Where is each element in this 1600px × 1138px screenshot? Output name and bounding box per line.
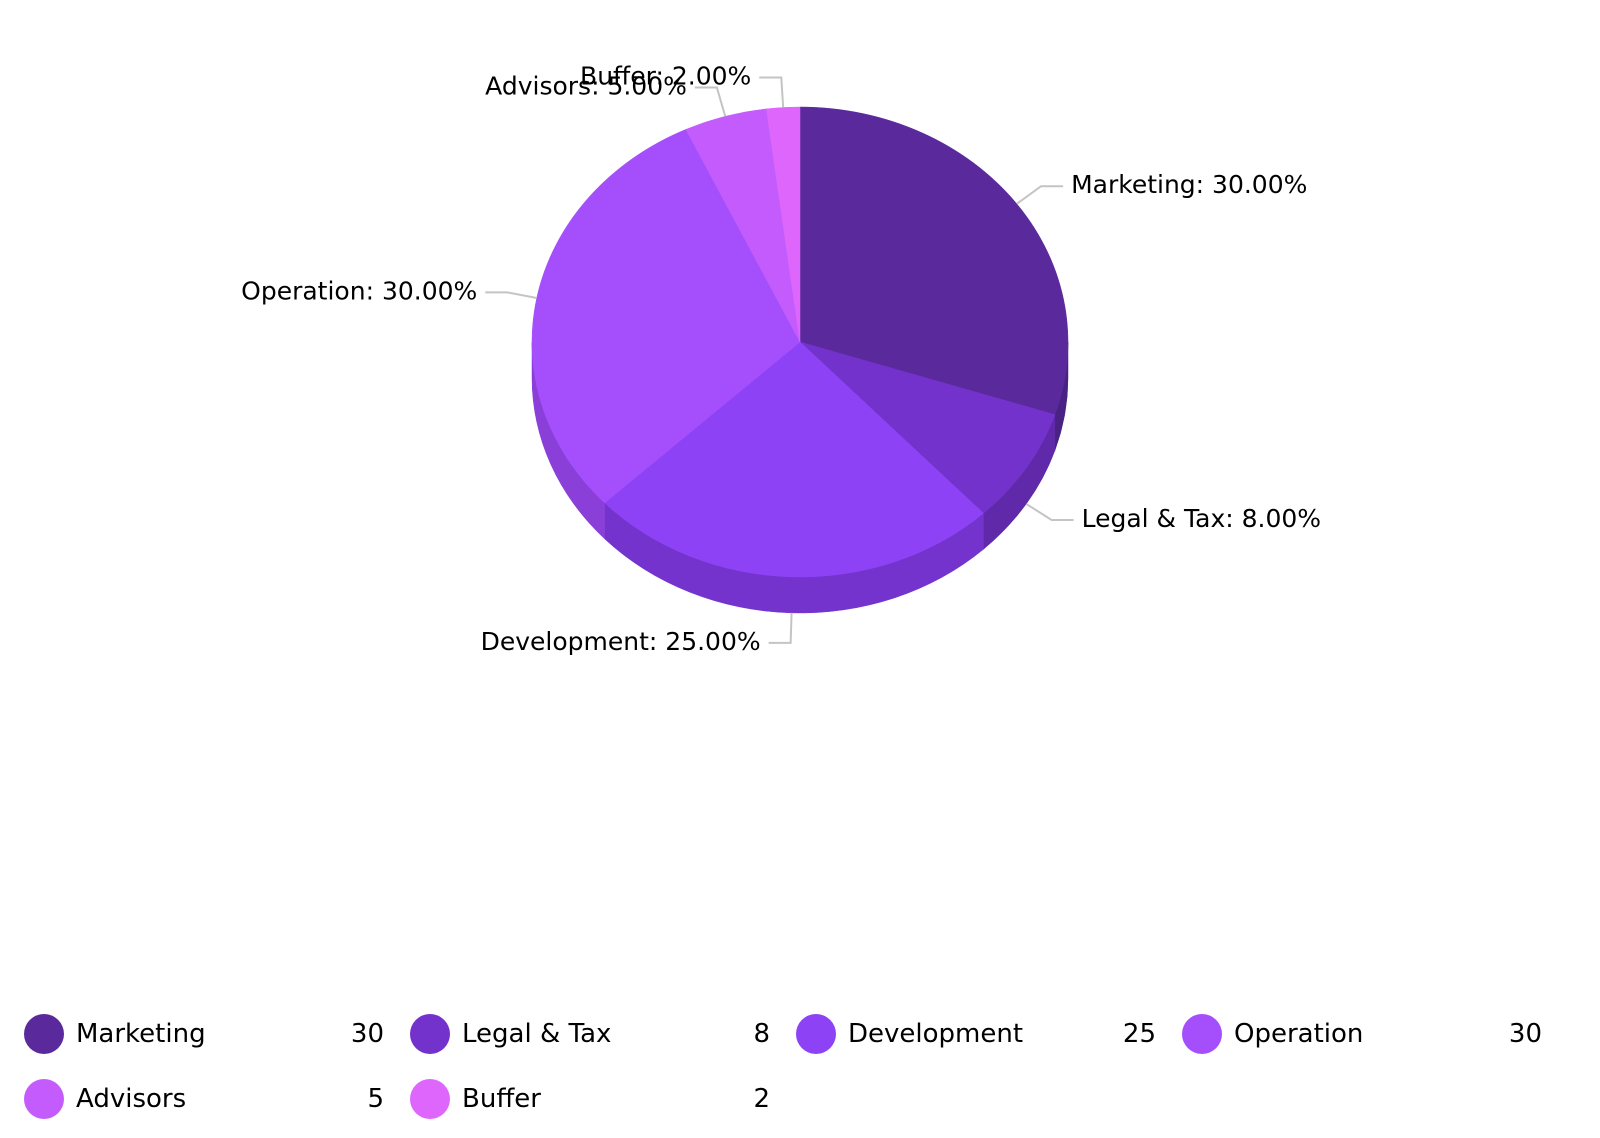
pie-slice-marketing[interactable]	[799, 106, 1069, 415]
legend-value: 5	[367, 1084, 384, 1114]
legend-item-operation[interactable]: Operation 30	[1182, 1012, 1542, 1058]
slice-label-marketing: Marketing: 30.00%	[1071, 170, 1307, 199]
legend-swatch	[24, 1014, 64, 1054]
pie-leader-lines	[485, 76, 1074, 644]
legend-swatch	[410, 1079, 450, 1119]
legend-swatch	[410, 1014, 450, 1054]
pie-slice-development[interactable]	[604, 341, 984, 578]
slice-label-legal-tax: Legal & Tax: 8.00%	[1082, 504, 1321, 533]
legend-swatch	[1182, 1014, 1222, 1054]
legend-label: Advisors	[76, 1084, 187, 1114]
legend-item-development[interactable]: Development 25	[796, 1012, 1156, 1058]
legend-value: 8	[753, 1019, 770, 1049]
pie-labels: Marketing: 30.00% Legal & Tax: 8.00% Devel…	[241, 62, 1321, 656]
slice-label-advisors: Advisors: 5.00%	[485, 72, 687, 101]
legend-item-buffer[interactable]: Buffer 2	[410, 1077, 770, 1123]
leader-line-marketing	[1016, 185, 1064, 205]
legend-value: 25	[1122, 1019, 1156, 1049]
legend-swatch	[796, 1014, 836, 1054]
leader-line-development	[768, 612, 793, 644]
chart-legend: Marketing 30 Legal & Tax 8 Development 2…	[24, 1012, 1584, 1132]
slice-label-operation: Operation: 30.00%	[241, 276, 477, 305]
slice-label-buffer: Buffer: 2.00%	[580, 62, 751, 91]
legend-label: Buffer	[462, 1084, 541, 1114]
slice-label-development: Development: 25.00%	[481, 627, 761, 656]
leader-line-legal-tax	[1025, 503, 1074, 521]
pie-chart-svg: Marketing: 30.00% Legal & Tax: 8.00% Devel…	[241, 62, 1321, 656]
legend-item-advisors[interactable]: Advisors 5	[24, 1077, 384, 1123]
leader-line-advisors	[694, 86, 727, 117]
pie-chart: Marketing: 30.00% Legal & Tax: 8.00% Devel…	[241, 62, 1321, 656]
legend-label: Legal & Tax	[462, 1019, 612, 1049]
legend-label: Development	[848, 1019, 1024, 1049]
legend-value: 30	[350, 1019, 384, 1049]
legend-item-legal-tax[interactable]: Legal & Tax 8	[410, 1012, 770, 1058]
legend-label: Operation	[1234, 1019, 1364, 1049]
leader-line-buffer	[759, 76, 785, 108]
leader-line-operation	[485, 291, 537, 299]
legend-value: 2	[753, 1084, 770, 1114]
legend-label: Marketing	[76, 1019, 206, 1049]
legend-item-marketing[interactable]: Marketing 30	[24, 1012, 384, 1058]
legend-swatch	[24, 1079, 64, 1119]
legend-value: 30	[1508, 1019, 1542, 1049]
pie-slice-legal-tax[interactable]	[799, 341, 1056, 514]
pie-tops	[531, 106, 1069, 578]
